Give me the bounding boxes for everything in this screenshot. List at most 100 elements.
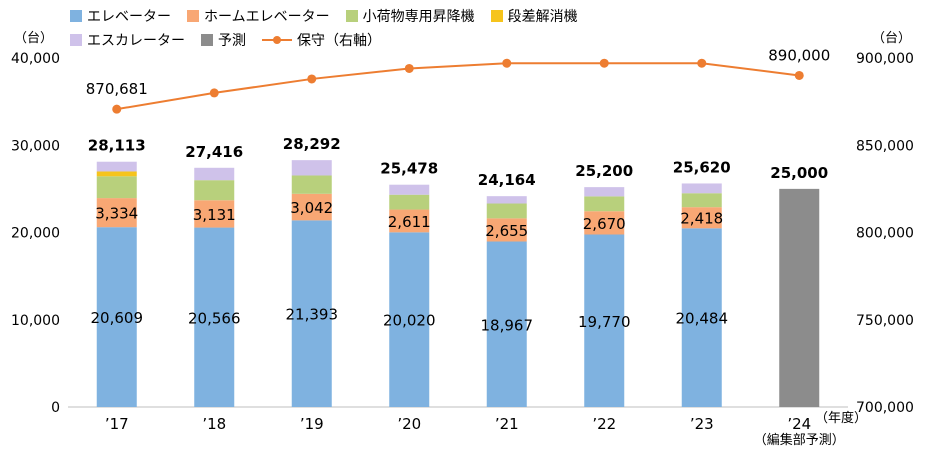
maintenance-value-label: 890,000 [768, 46, 830, 64]
bar-segment [389, 194, 430, 210]
bar-total-label: 24,164 [478, 171, 536, 189]
bar-value-label: 18,967 [481, 316, 534, 334]
y-tick-label: 0 [51, 400, 60, 416]
x-axis-unit: （年度） [815, 410, 867, 426]
bar-value-label: 3,042 [290, 199, 333, 217]
bar-value-label: 2,418 [680, 210, 723, 228]
bar-segment [194, 167, 235, 181]
y2-axis-unit: （台） [872, 31, 911, 46]
legend-item-maintenance: 保守（右軸） [262, 30, 381, 50]
bar-segment [486, 196, 527, 204]
bar-value-label: 2,611 [388, 213, 431, 231]
bar-segment [681, 183, 722, 194]
bar-segment [96, 198, 137, 228]
legend-swatch [345, 10, 358, 22]
maintenance-point [794, 70, 804, 80]
bar-value-label: 3,334 [95, 205, 138, 223]
bar-value-label: 21,393 [286, 306, 339, 324]
labels-layer: 20,609 3,334 28,113 20,566 3,131 27,416 21,393… [86, 46, 831, 334]
legend-swatch [187, 10, 199, 22]
bar-segment [96, 161, 137, 172]
legend-item-step-lift: 段差解消機 [490, 6, 578, 26]
bar-value-label: 2,670 [583, 215, 626, 233]
y2-tick-label: 750,000 [856, 313, 914, 329]
legend-label: ホームエレベーター [204, 9, 330, 25]
legend-label: エスカレーター [87, 33, 185, 49]
bar-segment [96, 176, 137, 199]
bar-segment [194, 180, 235, 201]
bar-segment [194, 200, 235, 228]
bar-total-label: 28,113 [88, 137, 146, 155]
maintenance-line [116, 62, 800, 111]
bar-segment [389, 209, 430, 233]
y-tick-label: 40,000 [11, 51, 60, 67]
axes-layer: 0 10,000 20,000 30,000 40,000 700,000 750,000 8… [11, 31, 914, 448]
legend-row-1: エレベーター ホームエレベーター 小荷物専用昇降機 段差解消機 [70, 4, 770, 28]
bar-segment [291, 193, 332, 221]
x-tick-label: ’23 [690, 415, 714, 433]
x-tick-label: ’24 [787, 415, 811, 433]
bar-value-label: 20,484 [676, 310, 729, 328]
maintenance-point [502, 58, 512, 68]
x-tick-label: ’22 [592, 415, 616, 433]
y2-tick-label: 900,000 [856, 51, 914, 67]
bar-total-label: 28,292 [283, 135, 341, 153]
bar-segment [194, 227, 235, 407]
bar-segment [584, 196, 625, 212]
legend-label: 段差解消機 [507, 9, 578, 25]
bar-total-label: 27,416 [185, 143, 243, 161]
y-tick-label: 20,000 [11, 226, 60, 242]
x-tick-label: ’19 [300, 415, 324, 433]
bar-total-label: 25,200 [575, 162, 633, 180]
bar-segment [584, 187, 625, 197]
bar-total-label: 25,478 [380, 160, 438, 178]
bar-value-label: 2,655 [485, 222, 528, 240]
maintenance-point [697, 58, 707, 68]
bar-value-label: 20,020 [383, 312, 436, 330]
maintenance-point [404, 63, 414, 73]
x-tick-label: ’20 [397, 415, 421, 433]
bar-segment [389, 232, 430, 407]
legend-item-home-elevator: ホームエレベーター [187, 6, 330, 26]
bar-segment [291, 175, 332, 194]
bar-segment [779, 188, 820, 407]
bar-segment [681, 193, 722, 208]
maintenance-point [112, 104, 122, 114]
y2-tick-label: 850,000 [856, 138, 914, 154]
bar-value-label: 20,566 [188, 309, 241, 327]
legend-item-elevator: エレベーター [70, 6, 171, 26]
legend-item-dumbwaiter: 小荷物専用昇降機 [345, 6, 475, 26]
legend-label: 予測 [218, 33, 246, 49]
forecast-note: （編集部予測） [754, 432, 845, 448]
bar-total-label: 25,620 [673, 158, 731, 176]
maintenance-point [307, 74, 317, 84]
x-tick-label: ’18 [202, 415, 226, 433]
maintenance-value-label: 870,681 [86, 80, 148, 98]
bar-segment [291, 160, 332, 176]
y-axis-unit: （台） [14, 31, 53, 46]
maintenance-point [209, 88, 219, 98]
legend-item-forecast: 予測 [201, 30, 246, 50]
bar-segment [584, 234, 625, 407]
bar-value-label: 20,609 [91, 309, 144, 327]
maintenance-point [599, 58, 609, 68]
bars-layer [96, 160, 820, 407]
legend-swatch [70, 10, 82, 22]
legend-swatch [70, 34, 82, 46]
legend: エレベーター ホームエレベーター 小荷物専用昇降機 段差解消機 エスカレーター … [70, 4, 770, 52]
bar-segment [584, 211, 625, 235]
bar-segment [681, 228, 722, 407]
y-tick-label: 10,000 [11, 313, 60, 329]
bar-segment [389, 184, 430, 195]
x-tick-label: ’21 [495, 415, 519, 433]
line-layer [112, 58, 804, 114]
y2-tick-label: 800,000 [856, 226, 914, 242]
y-tick-label: 30,000 [11, 138, 60, 154]
bar-value-label: 19,770 [578, 313, 631, 331]
legend-label: 小荷物専用昇降機 [362, 9, 475, 25]
bar-total-label: 25,000 [770, 164, 828, 182]
legend-line-swatch [262, 34, 292, 46]
bar-segment [291, 220, 332, 407]
y2-tick-label: 700,000 [856, 400, 914, 416]
